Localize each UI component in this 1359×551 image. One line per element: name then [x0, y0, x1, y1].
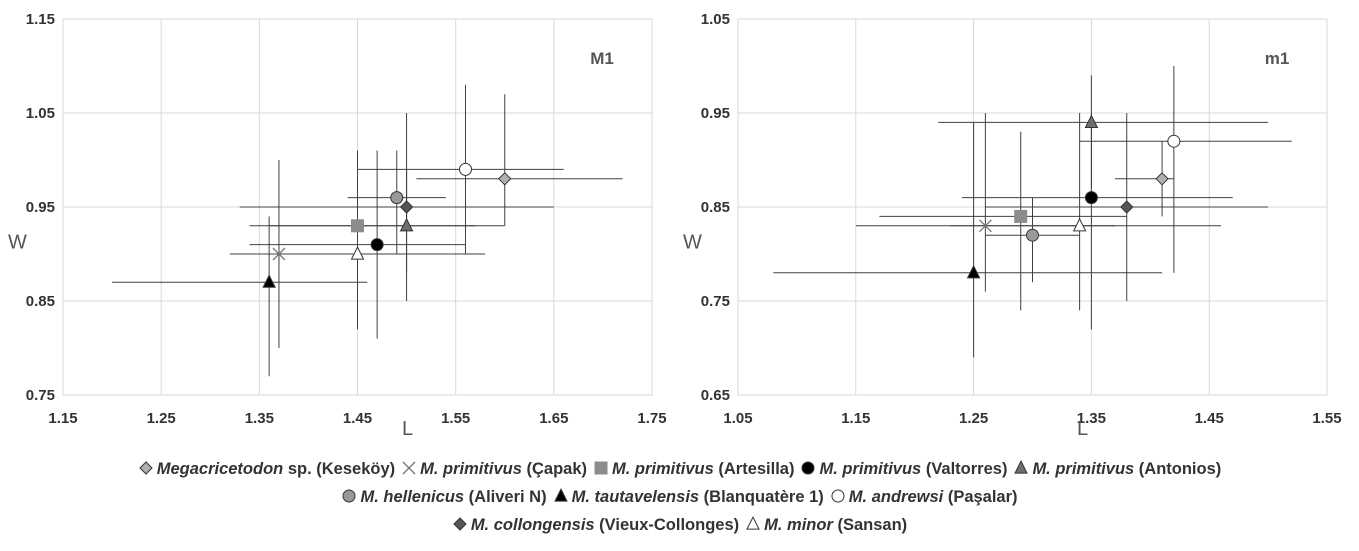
- circle-marker-icon: [831, 489, 845, 503]
- x-tick-label: 1.35: [1077, 410, 1106, 427]
- data-point: [1072, 217, 1087, 232]
- data-point: [966, 264, 981, 279]
- x-tick-label: 1.45: [1195, 410, 1224, 427]
- x-axis-label: L: [402, 418, 413, 440]
- diamond-marker-icon: [453, 517, 467, 531]
- panel-label: m1: [1265, 49, 1290, 68]
- data-point: [498, 172, 512, 186]
- circle-marker-icon: [801, 461, 815, 475]
- legend-taxon: M. tautavelensis: [571, 488, 700, 506]
- legend-taxon: M. primitivus: [612, 460, 714, 478]
- data-point: [1167, 134, 1181, 148]
- legend-row: M. collongensis (Vieux-Collonges) M. mino…: [0, 511, 1359, 539]
- data-point: [399, 200, 414, 214]
- data-point: [1026, 228, 1039, 242]
- x-tick-label: 1.25: [959, 410, 988, 427]
- data-point: [370, 238, 384, 252]
- data-point: [978, 219, 992, 233]
- legend-taxon: M. primitivus: [1032, 460, 1135, 478]
- data-point: [399, 217, 414, 232]
- legend-locality: (Blanquatère 1): [699, 488, 824, 506]
- x-tick-label: 1.75: [637, 410, 666, 427]
- legend-entry: M. hellenicus (Aliveri N): [341, 483, 547, 511]
- x-tick-label: 1.15: [48, 410, 77, 427]
- x-tick-label: 1.55: [1312, 410, 1341, 427]
- y-tick-label: 0.65: [701, 387, 730, 404]
- legend-locality: (Antonios): [1134, 460, 1222, 478]
- y-tick-label: 0.95: [26, 199, 55, 216]
- y-tick-label: 0.85: [701, 199, 730, 216]
- data-point: [272, 247, 286, 261]
- x-tick-label: 1.15: [841, 410, 870, 427]
- legend-taxon: M. minor: [764, 516, 833, 534]
- data-point: [350, 245, 365, 260]
- x-tick-label: 1.65: [539, 410, 568, 427]
- legend-locality: (Vieux-Collonges): [594, 516, 740, 534]
- y-tick-label: 1.05: [26, 105, 55, 122]
- diamond-marker-icon: [139, 461, 153, 475]
- y-tick-label: 0.75: [26, 387, 55, 404]
- legend-locality: (Aliveri N): [464, 488, 547, 506]
- x-axis-label: L: [1077, 418, 1088, 440]
- panel-m1: 1.05 1.15 1.25 1.35 1.45 1.55 0.65 0.75 0.85 0.95…: [683, 11, 1342, 440]
- legend-entry: M. minor (Sansan): [745, 511, 907, 539]
- legend-entry: M. primitivus (Çapak): [401, 455, 587, 483]
- y-tick-label: 1.05: [701, 11, 730, 28]
- legend-taxon: Megacricetodon: [156, 460, 284, 478]
- data-point: [1084, 114, 1099, 128]
- x-tick-label: 1.55: [441, 410, 470, 427]
- y-axis-label: W: [8, 231, 27, 253]
- data-point: [390, 191, 404, 205]
- legend-locality: (Sansan): [832, 516, 908, 534]
- legend-taxon: M. primitivus: [819, 460, 922, 478]
- legend-entry: M. andrewsi (Paşalar): [830, 483, 1018, 511]
- x-tick-label: 1.05: [723, 410, 752, 427]
- panel-m1: 1.15 1.25 1.35 1.45 1.55 1.65 1.75 0.75 0.85 0.95…: [8, 11, 667, 440]
- data-point: [1155, 172, 1169, 186]
- legend-entry: M. primitivus (Artesilla): [593, 455, 794, 483]
- legend-entry: M. primitivus (Valtorres): [800, 455, 1007, 483]
- circle-marker-icon: [342, 489, 356, 503]
- data-point: [1120, 200, 1134, 214]
- y-axis-label: W: [683, 231, 702, 253]
- legend-row: Megacricetodon sp. (Keseköy) M. primitivu…: [0, 455, 1359, 483]
- square-marker-icon: [594, 461, 608, 475]
- legend-locality: (Valtorres): [921, 460, 1008, 478]
- y-tick-label: 1.15: [26, 11, 55, 28]
- x-tick-label: 1.35: [245, 410, 274, 427]
- data-point: [458, 162, 472, 176]
- legend-locality: (Keseköy): [311, 460, 396, 478]
- legend-entry: M. collongensis (Vieux-Collonges): [452, 511, 739, 539]
- legend-entry: M. primitivus (Antonios): [1013, 455, 1221, 483]
- data-point: [1084, 191, 1098, 205]
- legend-suffix: sp.: [283, 460, 312, 478]
- cross-marker-icon: [402, 461, 416, 475]
- triangle-marker-icon: [553, 487, 568, 502]
- legend-taxon: M. andrewsi: [848, 488, 944, 506]
- x-tick-label: 1.25: [147, 410, 176, 427]
- y-tick-label: 0.75: [701, 293, 730, 310]
- legend-row: M. hellenicus (Aliveri N) M. tautavelensi…: [0, 483, 1359, 511]
- data-point: [262, 274, 276, 288]
- legend-locality: (Artesilla): [713, 460, 795, 478]
- triangle-marker-icon: [746, 515, 760, 530]
- legend-taxon: M. primitivus: [420, 460, 522, 478]
- legend-locality: (Çapak): [521, 460, 588, 478]
- chart-figure: 1.15 1.25 1.35 1.45 1.55 1.65 1.75 0.75 0.85 0.95…: [8, 11, 1342, 440]
- legend-taxon: M. collongensis: [470, 516, 595, 534]
- y-tick-label: 0.85: [26, 293, 55, 310]
- legend-locality: (Paşalar): [943, 488, 1018, 506]
- legend-taxon: M. hellenicus: [360, 488, 465, 506]
- chart-legend: Megacricetodon sp. (Keseköy) M. primitivu…: [0, 455, 1359, 539]
- panel-label: M1: [590, 49, 614, 68]
- data-point: [1014, 209, 1028, 223]
- y-tick-label: 0.95: [701, 105, 730, 122]
- x-tick-label: 1.45: [343, 410, 372, 427]
- data-point: [351, 219, 364, 233]
- legend-entry: Megacricetodon sp. (Keseköy): [138, 455, 395, 483]
- legend-entry: M. tautavelensis (Blanquatère 1): [553, 483, 824, 511]
- triangle-marker-icon: [1014, 459, 1029, 474]
